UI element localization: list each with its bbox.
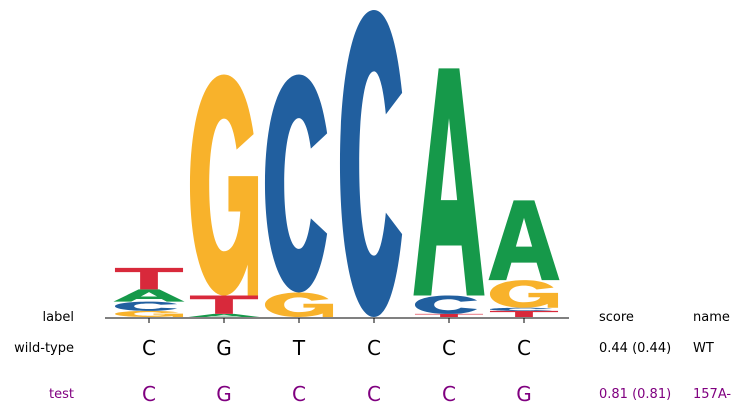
wild-type-base: C [442,336,456,360]
test-score: 0.81 (0.81) [599,387,672,402]
test-base: C [292,382,306,406]
wild-type-base: C [517,336,531,360]
label-header: label [42,310,74,325]
wild-type-score: 0.44 (0.44) [599,341,672,356]
logo-letter-a [188,313,260,317]
logo-letter-t [189,295,259,314]
row-label-test: test [49,387,74,402]
logo-letter-t [114,267,184,290]
test-base: C [367,382,381,406]
test-base: G [216,382,232,406]
logo-letter-c [489,307,553,311]
logo-letter-a [113,289,185,302]
logo-ticks [148,318,525,323]
logo-letter-c [114,301,178,311]
test-base: C [442,382,456,406]
logo-letter-c [414,295,478,314]
row-label-wild-type: wild-type [14,341,74,356]
wild-type-base: C [142,336,156,360]
logo-letter-g [489,280,559,308]
logo-letter-g [189,74,259,296]
test-base: G [516,382,532,406]
logo-letters [113,10,560,317]
logo-letter-a [488,200,560,281]
test-base: C [142,382,156,406]
score-header: score [599,310,634,325]
wild-type-base: G [216,336,232,360]
wild-type-base: T [292,336,306,360]
logo-letter-g [114,310,184,317]
logo-letter-g [264,292,334,317]
logo-letter-t [414,313,484,317]
logo-letter-c [264,74,328,293]
test-name: 157A- [693,387,732,402]
wild-type-name: WT [693,341,714,356]
logo-letter-t [489,310,559,317]
name-header: name [693,310,730,325]
logo-letter-c [339,10,403,317]
logo-letter-a [413,68,485,296]
wild-type-base: C [367,336,381,360]
